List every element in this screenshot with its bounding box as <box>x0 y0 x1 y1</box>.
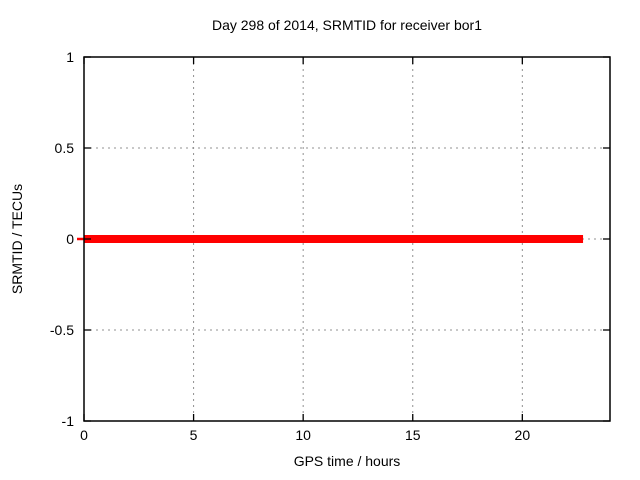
x-axis-label: GPS time / hours <box>293 453 401 469</box>
y-tick-label: -1 <box>61 413 74 429</box>
chart-title: Day 298 of 2014, SRMTID for receiver bor… <box>211 17 482 33</box>
x-tick-label: 15 <box>404 427 421 443</box>
x-tick-label: 20 <box>514 427 531 443</box>
y-tick-label: 1 <box>66 49 74 65</box>
x-tick-label: 10 <box>295 427 311 443</box>
y-tick-label: -0.5 <box>49 322 74 338</box>
x-tick-label: 0 <box>80 427 88 443</box>
y-tick-label: 0 <box>66 231 74 247</box>
x-tick-label: 5 <box>189 427 198 443</box>
y-axis-label: SRMTID / TECUs <box>9 183 25 295</box>
y-tick-label: 0.5 <box>54 140 74 156</box>
